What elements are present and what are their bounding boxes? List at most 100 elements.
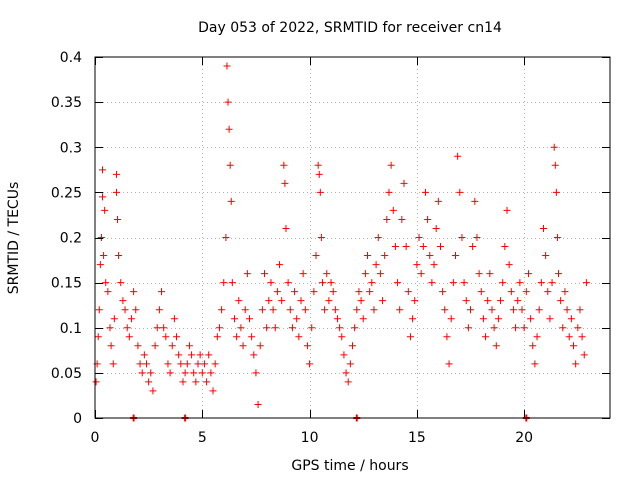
data-point bbox=[452, 252, 459, 260]
data-point bbox=[243, 270, 251, 278]
data-point bbox=[419, 243, 427, 251]
data-point bbox=[574, 324, 582, 332]
data-point bbox=[522, 288, 530, 296]
data-point bbox=[398, 215, 406, 223]
data-point bbox=[223, 62, 231, 70]
data-point bbox=[531, 360, 539, 368]
data-point bbox=[443, 333, 451, 341]
data-point bbox=[479, 315, 487, 323]
data-point bbox=[396, 306, 404, 314]
data-point bbox=[94, 333, 102, 341]
data-point bbox=[92, 378, 100, 386]
data-point bbox=[353, 306, 361, 314]
data-point bbox=[383, 215, 391, 223]
data-point bbox=[310, 288, 318, 296]
data-point bbox=[462, 297, 470, 305]
data-point bbox=[482, 333, 490, 341]
data-point bbox=[342, 369, 350, 377]
data-point bbox=[166, 369, 174, 377]
data-point bbox=[303, 342, 311, 350]
x-axis-label: GPS time / hours bbox=[291, 458, 408, 474]
data-point bbox=[127, 315, 135, 323]
data-point bbox=[494, 315, 502, 323]
data-point bbox=[114, 215, 122, 223]
data-point bbox=[140, 351, 148, 359]
data-point bbox=[441, 306, 449, 314]
y-tick-label: 0 bbox=[73, 411, 82, 427]
data-point bbox=[158, 288, 166, 296]
data-point bbox=[516, 279, 524, 287]
data-point bbox=[213, 333, 221, 341]
data-point bbox=[227, 197, 235, 205]
data-point bbox=[281, 179, 289, 187]
data-point bbox=[228, 279, 236, 287]
data-point bbox=[379, 297, 387, 305]
data-point bbox=[325, 297, 333, 305]
data-point bbox=[99, 193, 107, 201]
data-point bbox=[424, 215, 432, 223]
data-point bbox=[106, 324, 114, 332]
data-point bbox=[226, 161, 234, 169]
data-point bbox=[100, 252, 108, 260]
data-point bbox=[252, 369, 260, 377]
data-point bbox=[263, 324, 271, 332]
data-point bbox=[501, 243, 509, 251]
data-point bbox=[115, 252, 123, 260]
data-point bbox=[402, 243, 410, 251]
data-point bbox=[224, 98, 232, 106]
data-point bbox=[132, 306, 140, 314]
data-point bbox=[125, 333, 133, 341]
data-point bbox=[507, 288, 515, 296]
data-point bbox=[301, 306, 309, 314]
y-tick-label: 0.4 bbox=[60, 50, 82, 66]
data-point bbox=[428, 279, 436, 287]
data-point bbox=[582, 279, 590, 287]
data-point bbox=[321, 306, 329, 314]
data-point bbox=[314, 161, 322, 169]
data-point bbox=[434, 197, 442, 205]
x-tick-label: 15 bbox=[408, 430, 426, 446]
data-point bbox=[537, 279, 545, 287]
data-point bbox=[308, 324, 316, 332]
data-point bbox=[237, 324, 245, 332]
data-point bbox=[381, 252, 389, 260]
data-point bbox=[107, 342, 115, 350]
data-point bbox=[576, 306, 584, 314]
y-axis-label: SRMTID / TECUs bbox=[6, 182, 22, 295]
data-point bbox=[101, 206, 109, 214]
data-point bbox=[548, 279, 556, 287]
data-point bbox=[317, 234, 325, 241]
data-point bbox=[477, 288, 485, 296]
data-point bbox=[512, 324, 520, 332]
data-point bbox=[286, 306, 294, 314]
data-point bbox=[445, 360, 453, 368]
y-tick-label: 0.1 bbox=[60, 321, 82, 337]
data-point bbox=[387, 161, 395, 169]
data-point bbox=[336, 324, 344, 332]
data-point bbox=[188, 351, 196, 359]
data-point bbox=[561, 288, 569, 296]
data-point bbox=[271, 324, 279, 332]
data-point bbox=[374, 234, 382, 241]
data-point bbox=[175, 351, 183, 359]
data-point bbox=[192, 378, 200, 386]
data-point bbox=[315, 170, 323, 178]
data-point bbox=[544, 288, 552, 296]
data-point bbox=[454, 152, 462, 160]
data-point bbox=[563, 306, 571, 314]
data-point bbox=[404, 288, 412, 296]
data-point bbox=[96, 261, 104, 269]
data-point bbox=[357, 297, 365, 305]
data-point bbox=[364, 252, 372, 260]
data-point bbox=[194, 360, 202, 368]
data-point bbox=[518, 306, 526, 314]
data-point bbox=[426, 252, 434, 260]
data-point bbox=[258, 306, 266, 314]
data-point bbox=[109, 360, 117, 368]
data-point bbox=[241, 306, 249, 314]
data-point bbox=[143, 360, 150, 368]
data-point bbox=[417, 270, 425, 278]
data-point bbox=[529, 342, 537, 350]
